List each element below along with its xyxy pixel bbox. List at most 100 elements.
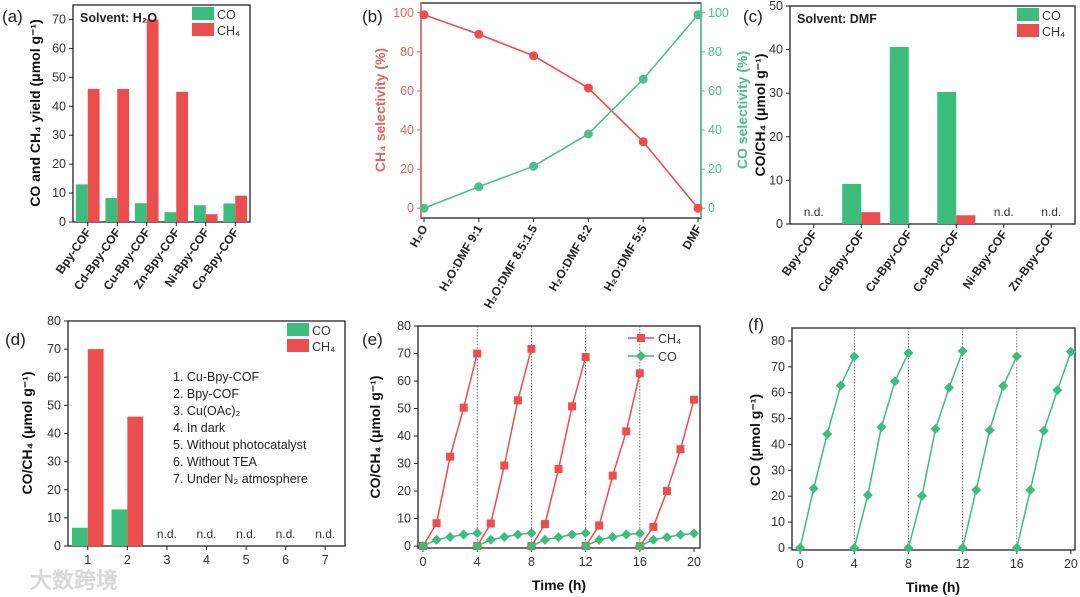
x-category-label: 3 [163,553,170,567]
diamond-marker [567,529,578,540]
square-marker [513,396,522,405]
co-bar [937,91,957,224]
y-axis-title: CO (μmol g⁻¹) [747,394,763,486]
diamond-marker [445,531,456,542]
ch4-bar [861,212,881,224]
diamond-marker [418,541,429,552]
y-tick-label: 30 [47,455,61,469]
diamond-marker [634,541,645,552]
x-category-label: H₂O:DMF 5:5 [601,222,650,293]
co-bar [71,527,88,546]
y-tick-label: 70 [47,342,61,356]
diamond-marker [621,529,632,540]
diamond-marker [957,542,968,553]
y-axis-title: CO/CH₄ (μmol g⁻¹) [752,54,768,177]
y-tick-label: 20 [400,162,414,176]
series-line-segment [422,353,478,547]
panel-label: (e) [362,330,383,349]
co-bar [193,205,206,222]
x-category-label: Zn-Bpy-COF [1006,228,1058,294]
legend-swatch-ch4 [287,339,309,352]
condition-list-item: 6. Without TEA [173,455,257,469]
diamond-marker [675,529,686,540]
diamond-marker [944,382,955,393]
co-bar [889,46,909,224]
not-detected-label: n.d. [196,527,216,541]
diamond-marker [580,528,591,539]
legend-swatch-co [192,7,214,20]
diamond-marker [526,541,537,552]
x-category-label: Cd-Bpy-COF [815,228,868,295]
panel-label: (a) [2,7,23,26]
circle-marker [474,182,484,192]
square-marker [662,487,671,496]
y-tick-label: 30 [771,463,785,477]
x-tick-label: 4 [474,555,481,569]
diamond-marker [795,542,806,553]
y-tick-label: 0 [404,539,411,553]
diamond-marker [1038,425,1049,436]
diamond-marker [903,347,914,358]
x-tick-label: 12 [579,555,593,569]
right-y-tick-label: 0 [708,201,715,215]
y-axis-title: CO/CH₄ (μmol g⁻¹) [367,376,383,499]
ch4-bar [205,214,218,222]
x-axis-title: Time (h) [532,577,586,593]
legend-label: CO [217,8,236,22]
square-marker [622,427,631,436]
x-category-label: 2 [124,553,131,567]
co-bar [164,212,177,222]
right-y-axis-title: CO selectivity (%) [734,51,750,169]
x-tick-label: 8 [528,555,535,569]
diamond-marker [835,380,846,391]
plot-frame [417,325,701,549]
diamond-marker [472,528,483,539]
condition-list-item: 1. Cu-Bpy-COF [173,370,259,384]
y-tick-label: 10 [47,511,61,525]
x-category-label: 6 [282,553,289,567]
diamond-marker [822,429,833,440]
diamond-marker [485,534,496,545]
circle-marker [638,137,648,147]
x-category-label: 1 [84,553,91,567]
circle-marker [419,203,429,213]
legend-swatch-ch4 [1017,24,1039,37]
not-detected-label: n.d. [315,527,335,541]
right-y-tick-label: 80 [708,45,722,59]
y-tick-label: 0 [407,201,414,215]
co-selectivity-line [423,14,699,209]
y-tick-label: 50 [52,70,66,84]
circle-marker [529,51,539,61]
ch4-selectivity-line [423,13,699,209]
diamond-marker [553,532,564,543]
x-category-label: Ni-Bpy-COF [960,228,1010,292]
diamond-marker [849,542,860,553]
diamond-marker [636,351,646,361]
y-tick-label: 70 [397,347,411,361]
y-tick-label: 40 [769,43,783,57]
co-bar [134,203,147,222]
ch4-bar [176,91,189,222]
y-axis-title: CO and CH₄ yield (μmol g⁻¹) [27,19,43,207]
series-line-segment [639,399,695,547]
condition-list-item: 2. Bpy-COF [173,387,239,401]
solvent-note: Solvent: H₂O [80,11,157,25]
x-tick-label: 16 [633,555,647,569]
y-tick-label: 60 [397,374,411,388]
co-bar [842,183,862,224]
y-tick-label: 10 [52,186,66,200]
ch4-bar [87,88,100,222]
legend-swatch-co [287,323,309,336]
square-marker [595,521,604,530]
y-tick-label: 40 [52,99,66,113]
diamond-marker [512,529,523,540]
watermark: 大数跨境 [30,568,118,593]
square-marker [540,520,549,529]
x-tick-label: 8 [905,557,912,571]
x-category-label: 5 [243,553,250,567]
y-tick-label: 50 [397,402,411,416]
circle-marker [583,83,593,93]
diamond-marker [849,351,860,362]
diamond-marker [930,423,941,434]
